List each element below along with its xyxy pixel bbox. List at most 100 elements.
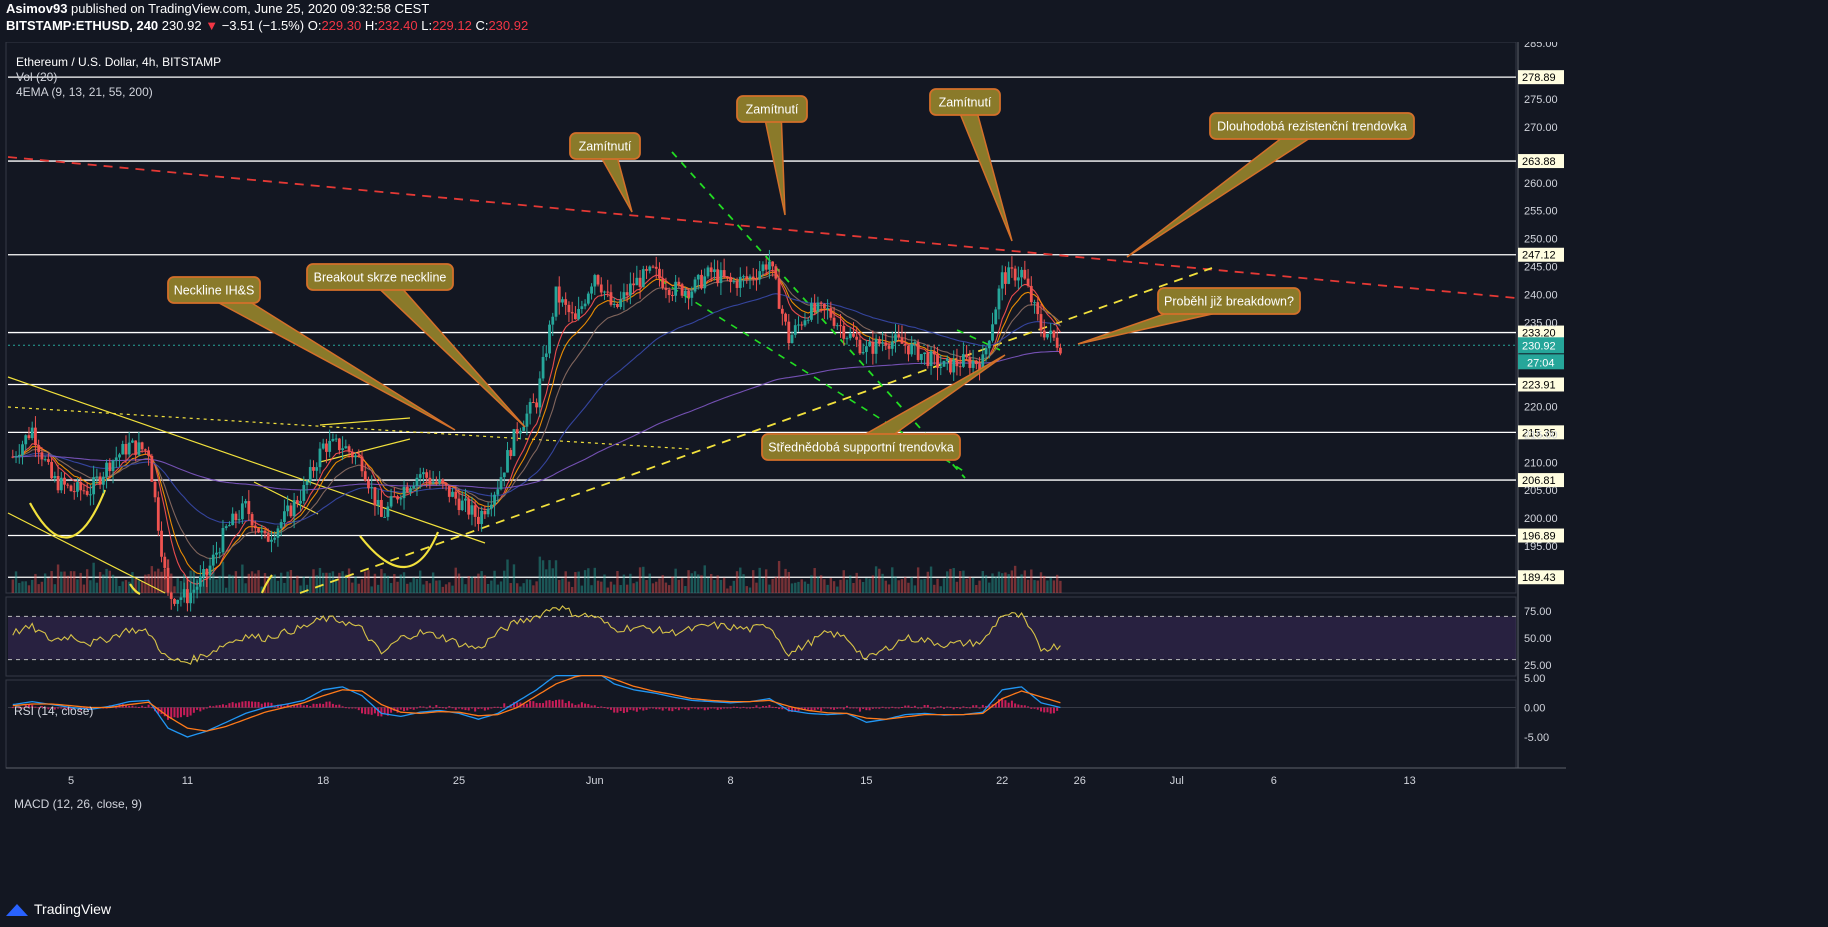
candle-body[interactable] — [383, 516, 387, 518]
candle-body[interactable] — [480, 510, 484, 525]
candle-body[interactable] — [628, 283, 632, 296]
candle-body[interactable] — [942, 360, 946, 367]
candle-body[interactable] — [464, 498, 467, 501]
candle-body[interactable] — [713, 269, 716, 273]
candle-body[interactable] — [583, 303, 587, 307]
candle-body[interactable] — [839, 325, 842, 327]
candle-body[interactable] — [671, 295, 674, 297]
candle-body[interactable] — [337, 438, 341, 451]
candle-body[interactable] — [865, 346, 868, 352]
brand-label[interactable]: TradingView — [34, 901, 112, 917]
candle-body[interactable] — [687, 290, 690, 298]
candle-body[interactable] — [431, 481, 435, 484]
channel-upper-line[interactable] — [671, 151, 966, 479]
candle-body[interactable] — [680, 284, 684, 296]
candle-body[interactable] — [66, 484, 70, 486]
candle-body[interactable] — [1046, 333, 1049, 338]
candle-body[interactable] — [722, 270, 726, 277]
candle-body[interactable] — [257, 528, 260, 533]
candle-body[interactable] — [1036, 302, 1040, 315]
candle-body[interactable] — [92, 477, 96, 495]
callout-breakout[interactable]: Breakout skrze neckline — [306, 263, 526, 428]
candle-body[interactable] — [693, 279, 697, 292]
candle-body[interactable] — [932, 351, 936, 355]
candle-body[interactable] — [1010, 267, 1014, 269]
candle-body[interactable] — [674, 281, 678, 296]
candle-body[interactable] — [929, 351, 933, 367]
callout-rejection-2[interactable]: Zamítnutí — [736, 95, 808, 216]
candle-body[interactable] — [936, 354, 939, 368]
candle-body[interactable] — [363, 471, 367, 481]
candle-body[interactable] — [286, 505, 290, 512]
candle-body[interactable] — [955, 359, 959, 367]
candle-body[interactable] — [415, 477, 419, 486]
candle-body[interactable] — [163, 556, 167, 568]
candle-body[interactable] — [832, 317, 836, 326]
candle-body[interactable] — [131, 440, 134, 443]
candle-body[interactable] — [826, 308, 829, 310]
candle-body[interactable] — [819, 302, 823, 304]
candle-body[interactable] — [357, 455, 361, 457]
candle-body[interactable] — [457, 498, 461, 511]
candle-body[interactable] — [910, 343, 914, 355]
candle-body[interactable] — [1007, 267, 1011, 284]
candle-body[interactable] — [897, 334, 901, 338]
candle-body[interactable] — [677, 281, 681, 285]
candle-body[interactable] — [283, 511, 286, 523]
candle-body[interactable] — [354, 455, 357, 458]
candle-body[interactable] — [907, 345, 910, 355]
candle-body[interactable] — [877, 339, 881, 344]
candle-body[interactable] — [473, 505, 477, 517]
candle-body[interactable] — [253, 525, 257, 529]
candle-body[interactable] — [974, 360, 978, 365]
candle-body[interactable] — [231, 513, 235, 526]
candle-body[interactable] — [848, 333, 852, 339]
candle-body[interactable] — [34, 427, 37, 446]
candle-body[interactable] — [37, 445, 41, 453]
candle-body[interactable] — [599, 284, 603, 293]
candle-body[interactable] — [852, 333, 855, 337]
candle-body[interactable] — [69, 485, 73, 492]
candle-body[interactable] — [315, 467, 319, 471]
candle-body[interactable] — [987, 340, 991, 349]
candle-body[interactable] — [916, 342, 920, 360]
candle-body[interactable] — [147, 450, 150, 456]
candle-body[interactable] — [619, 299, 623, 307]
candle-body[interactable] — [1026, 278, 1030, 286]
candle-body[interactable] — [564, 299, 568, 305]
candle-body[interactable] — [350, 451, 354, 458]
candle-body[interactable] — [651, 266, 655, 268]
candle-body[interactable] — [544, 353, 548, 357]
candle-body[interactable] — [380, 499, 383, 517]
candle-body[interactable] — [412, 485, 416, 489]
candle-body[interactable] — [690, 291, 694, 298]
candle-body[interactable] — [716, 269, 720, 284]
candle-body[interactable] — [606, 291, 610, 293]
candle-body[interactable] — [30, 427, 34, 439]
candle-body[interactable] — [360, 456, 364, 472]
candle-body[interactable] — [884, 342, 888, 346]
candle-body[interactable] — [376, 499, 380, 506]
candle-body[interactable] — [166, 567, 170, 593]
candle-body[interactable] — [593, 275, 597, 287]
candle-body[interactable] — [244, 501, 247, 504]
candle-body[interactable] — [295, 500, 299, 504]
candle-body[interactable] — [1039, 314, 1043, 331]
candle-body[interactable] — [919, 353, 923, 360]
macd-legend[interactable]: MACD (12, 26, close, 9) — [14, 797, 142, 811]
candle-body[interactable] — [467, 498, 471, 515]
candle-body[interactable] — [1049, 330, 1053, 334]
candle-body[interactable] — [237, 519, 241, 521]
candle-body[interactable] — [971, 360, 975, 368]
candle-body[interactable] — [803, 320, 807, 326]
candle-body[interactable] — [751, 276, 755, 279]
candle-body[interactable] — [279, 522, 283, 529]
candle-body[interactable] — [800, 324, 804, 326]
volume-legend[interactable]: Vol (20) — [16, 70, 57, 84]
candle-body[interactable] — [965, 354, 969, 358]
candle-body[interactable] — [903, 343, 907, 346]
candle-body[interactable] — [745, 276, 749, 279]
candle-body[interactable] — [502, 472, 506, 478]
candle-body[interactable] — [438, 479, 441, 483]
candle-body[interactable] — [182, 589, 186, 598]
